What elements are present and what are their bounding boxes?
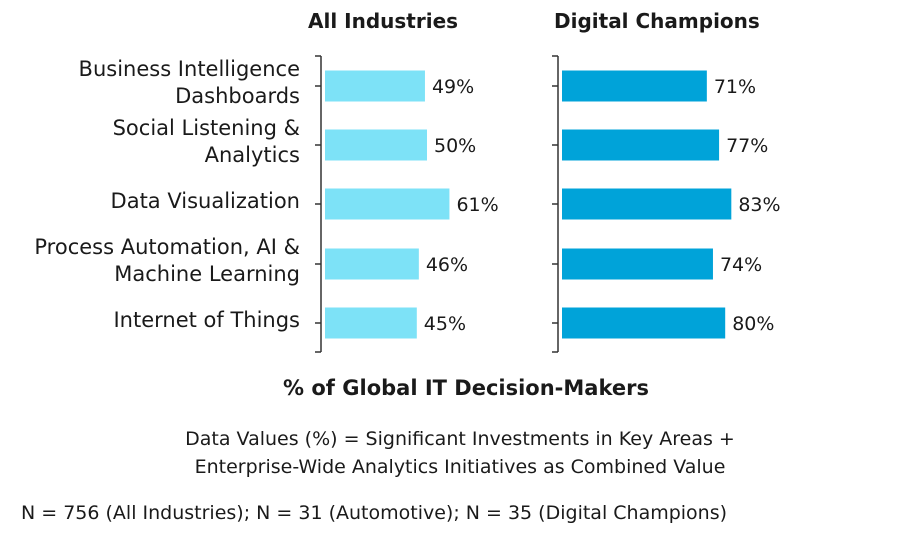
value-label-0-0: 49% [431,76,475,98]
bar-all-industries-2 [325,188,450,220]
value-label-1-3: 74% [719,254,763,276]
bar-digital-champions-4 [562,307,726,339]
bar-all-industries-3 [325,248,419,280]
category-label-line: Business Intelligence [78,57,300,81]
bar-digital-champions-3 [562,248,713,280]
value-label-1-0: 71% [713,76,757,98]
sample-size-note: N = 756 (All Industries); N = 31 (Automo… [21,502,728,524]
category-label-line: Process Automation, AI & [34,235,300,259]
category-label-3: Process Automation, AI & Machine Learning [0,234,300,288]
value-label-0-3: 46% [425,254,469,276]
category-label-1: Social Listening & Analytics [0,115,300,169]
category-label-4: Internet of Things [0,307,300,334]
value-label-0-4: 45% [423,313,467,335]
category-label-line: Data Visualization [110,188,300,213]
category-label-2: Data Visualization [0,188,300,215]
category-label-line: Social Listening & [112,116,300,140]
data-values-note-line-1: Data Values (%) = Significant Investment… [185,428,735,450]
data-values-note-line-2: Enterprise-Wide Analytics Initiatives as… [194,456,726,478]
bar-digital-champions-2 [562,188,732,220]
bar-digital-champions-1 [562,129,720,161]
bar-digital-champions-0 [562,70,707,102]
category-label-line: Machine Learning [114,262,300,286]
value-label-1-2: 83% [738,194,781,216]
category-label-line: Dashboards [175,84,300,108]
panel-title-digital-champions: Digital Champions [554,9,760,33]
category-label-0: Business Intelligence Dashboards [0,56,300,110]
category-label-line: Analytics [204,143,300,167]
value-label-1-4: 80% [732,313,775,335]
value-label-1-1: 77% [726,135,769,157]
bar-all-industries-4 [325,307,417,339]
chart-subtitle: % of Global IT Decision-Makers [283,376,649,400]
bar-all-industries-0 [325,70,425,102]
panel-title-all-industries: All Industries [308,9,459,33]
bar-all-industries-1 [325,129,427,161]
value-label-0-2: 61% [456,194,499,216]
value-label-0-1: 50% [434,135,477,157]
category-label-line: Internet of Things [113,307,300,332]
